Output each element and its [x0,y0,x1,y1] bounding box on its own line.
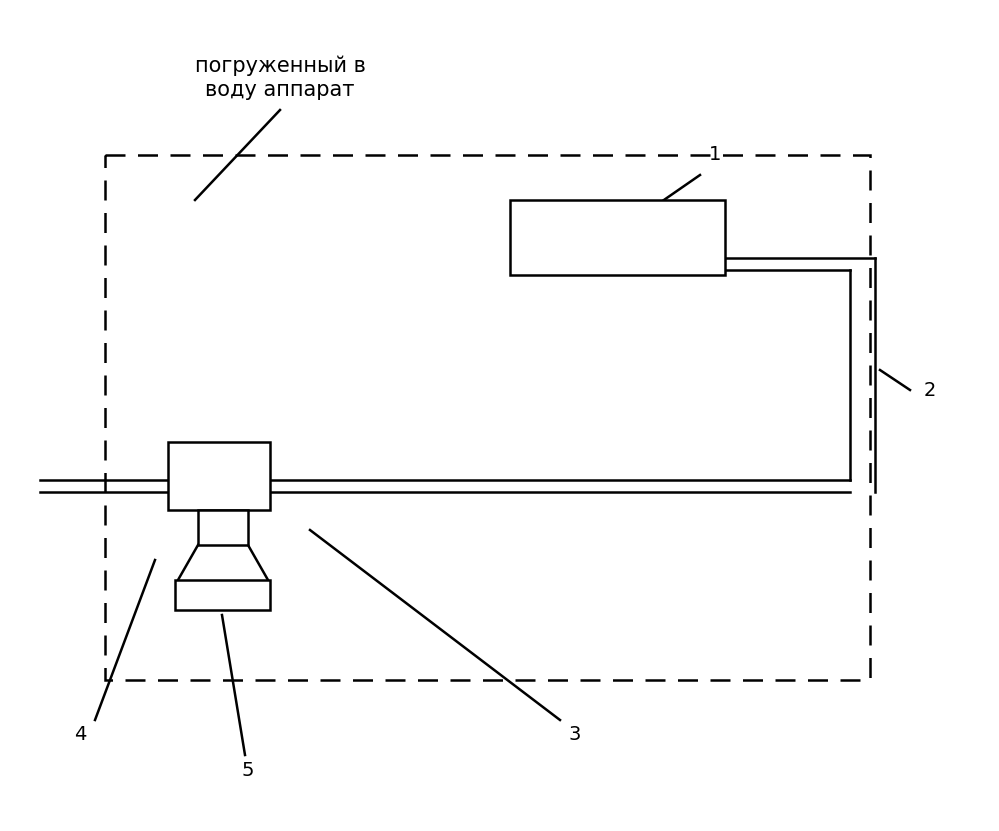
Bar [510,200,725,275]
Text: 3: 3 [568,725,581,745]
Bar [168,442,270,510]
Text: 1: 1 [709,145,721,165]
Text: погруженный в
воду аппарат: погруженный в воду аппарат [195,55,366,101]
Bar [105,155,870,680]
Text: 5: 5 [242,760,255,779]
Text: 2: 2 [924,381,936,400]
Bar [175,580,270,610]
Bar [198,510,248,545]
Text: 4: 4 [74,725,86,745]
